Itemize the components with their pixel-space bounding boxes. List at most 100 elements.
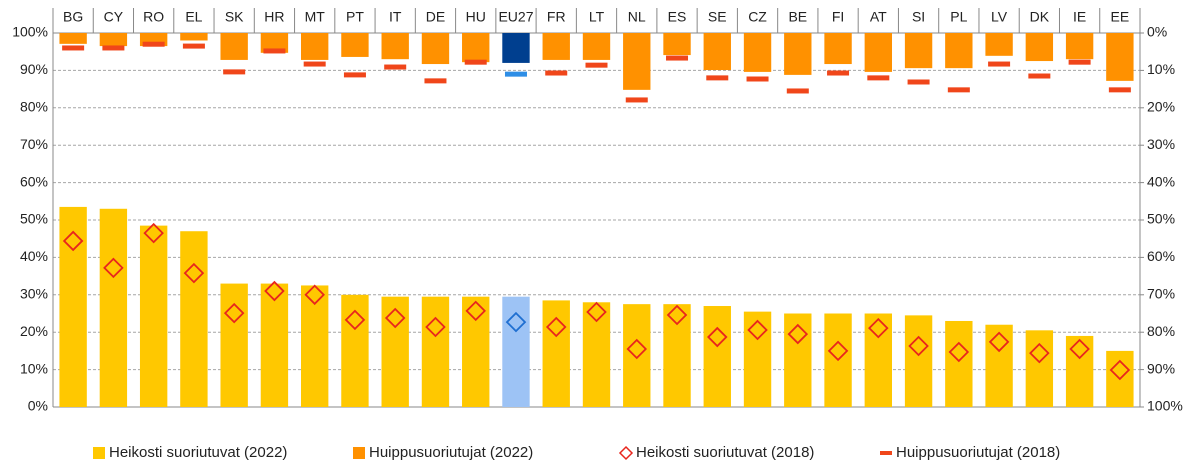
y2-tick-label: 100% [1147, 398, 1183, 414]
bar [985, 324, 1013, 407]
x-tick-label: HU [466, 9, 486, 25]
legend-label: Huippusuoriutujat (2022) [369, 444, 533, 461]
x-tick-label: BE [788, 9, 807, 25]
bar [663, 304, 691, 407]
x-tick-label: DE [426, 9, 445, 25]
bar [1025, 33, 1054, 62]
bar [703, 306, 731, 407]
y-tick-label: 40% [20, 248, 48, 264]
bar [421, 33, 450, 65]
dash-marker [343, 72, 366, 78]
y-tick-label: 0% [28, 398, 48, 414]
bar [904, 33, 933, 69]
y-tick-label: 50% [20, 211, 48, 227]
x-tick-label: NL [628, 9, 646, 25]
x-tick-label: EU27 [498, 9, 533, 25]
y-tick-label: 70% [20, 136, 48, 152]
y2-tick-label: 0% [1147, 24, 1167, 40]
bar [139, 225, 168, 407]
diamond-marker [425, 316, 446, 338]
diamond-marker [988, 331, 1010, 353]
x-tick-label: EL [185, 9, 202, 25]
bar [864, 33, 893, 72]
bar [1065, 335, 1094, 407]
x-tick-label: FI [832, 9, 844, 25]
dash-marker [585, 62, 608, 68]
y2-tick-label: 20% [1147, 99, 1175, 115]
dash-marker [827, 70, 850, 76]
bar [502, 296, 530, 407]
bar [542, 300, 570, 407]
y2-tick-label: 50% [1147, 211, 1175, 227]
bar [663, 33, 691, 56]
x-tick-label: CY [104, 9, 124, 25]
bar [341, 33, 369, 57]
bar [300, 33, 329, 60]
bar [945, 320, 973, 407]
bar [99, 33, 128, 47]
dash-marker [62, 45, 85, 51]
y-tick-label: 20% [20, 323, 48, 339]
y-tick-label: 80% [20, 99, 48, 115]
bar [502, 33, 530, 63]
diamond-marker [344, 309, 366, 331]
y2-tick-label: 80% [1147, 323, 1175, 339]
y-tick-label: 60% [20, 173, 48, 189]
diamond-marker [545, 316, 567, 338]
dash-marker [1068, 59, 1091, 65]
x-tick-label: SI [912, 9, 925, 25]
bar [381, 296, 409, 407]
diamond-marker [183, 262, 205, 284]
x-tick-label: SE [708, 9, 727, 25]
bar [784, 313, 812, 407]
bar [462, 33, 490, 63]
x-tick-label: BG [63, 9, 83, 25]
dash-marker [504, 71, 527, 77]
diamond-marker [868, 317, 889, 339]
dash-marker [1108, 87, 1131, 93]
x-tick-label: PT [346, 9, 364, 25]
y-tick-label: 100% [12, 24, 48, 40]
diamond-marker [505, 311, 527, 333]
bar [743, 311, 772, 407]
bar [260, 33, 289, 53]
x-tick-label: EE [1111, 9, 1130, 25]
dash-marker [706, 75, 729, 81]
bar [59, 206, 87, 407]
x-tick-label: SK [225, 9, 244, 25]
x-tick-label: AT [870, 9, 887, 25]
dash-marker [464, 59, 487, 65]
diamond-marker [827, 340, 849, 362]
dash-marker [947, 87, 970, 93]
x-tick-label: MT [305, 9, 326, 25]
legend-label: Heikosti suoriutuvat (2018) [636, 444, 814, 461]
dash-marker [746, 76, 769, 82]
bar [341, 294, 369, 407]
x-tick-label: DK [1030, 9, 1050, 25]
dash-marker [786, 88, 809, 94]
bar [180, 33, 208, 41]
diamond-marker [465, 300, 486, 322]
bar [260, 283, 289, 407]
dash-marker [263, 48, 286, 54]
bar [300, 285, 329, 407]
y-tick-label: 10% [20, 360, 48, 376]
dash-marker [1028, 73, 1051, 79]
legend-label: Heikosti suoriutuvat (2022) [109, 444, 287, 461]
diamond-marker [666, 304, 688, 326]
x-tick-label: LT [589, 9, 605, 25]
dash-marker [303, 61, 326, 67]
dash-marker [142, 41, 165, 47]
diamond-marker [948, 341, 970, 363]
x-tick-label: CZ [748, 9, 767, 25]
diamond-marker [62, 230, 84, 252]
diamond-marker [1109, 359, 1131, 381]
dash-marker [384, 64, 407, 70]
diamond-marker [103, 257, 124, 279]
y2-tick-label: 60% [1147, 248, 1175, 264]
dash-marker [666, 55, 689, 61]
diamond-marker [143, 222, 164, 244]
dash-marker [907, 79, 930, 85]
x-tick-label: PL [950, 9, 967, 25]
